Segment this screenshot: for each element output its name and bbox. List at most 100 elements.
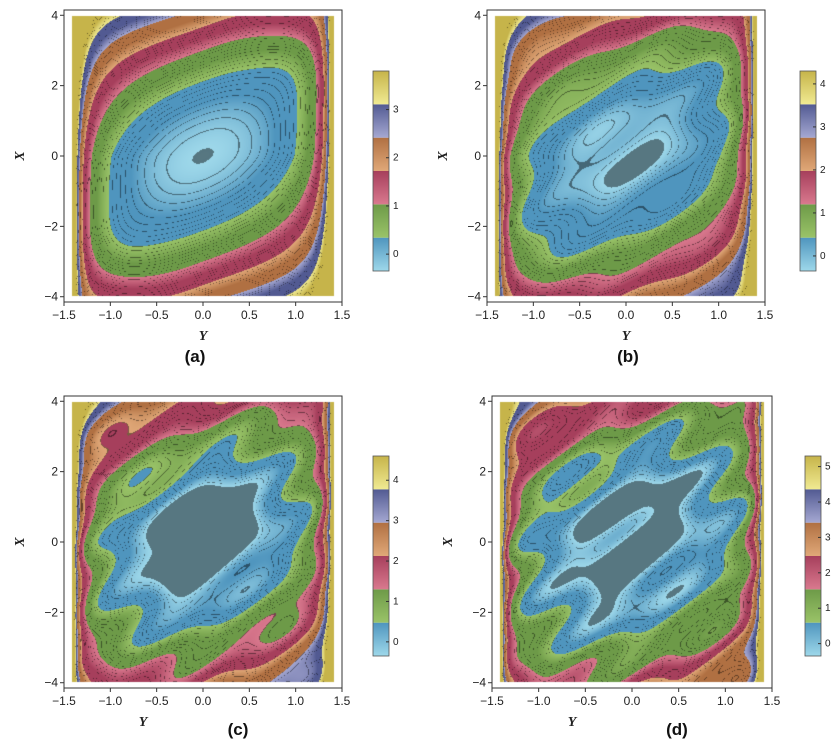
panel-label-d: (d) bbox=[666, 720, 688, 739]
x-tick-label: 1.5 bbox=[764, 694, 781, 708]
colorbar-tick-label: 0 bbox=[393, 249, 399, 260]
panel-label-c: (c) bbox=[228, 720, 249, 739]
x-tick-label: 0.0 bbox=[195, 694, 212, 708]
x-tick-label: −1.5 bbox=[52, 308, 76, 322]
y-tick-label: −2 bbox=[44, 219, 58, 233]
colorbar-frame bbox=[804, 455, 822, 657]
x-tick-label: 0.5 bbox=[664, 308, 681, 322]
colorbar-band bbox=[373, 489, 389, 523]
contour-plot-area bbox=[64, 396, 342, 688]
colorbar-tick-label: 3 bbox=[820, 122, 826, 133]
colorbar-band bbox=[373, 589, 389, 623]
x-tick-label: −0.5 bbox=[145, 308, 169, 322]
colorbar-band bbox=[800, 104, 816, 138]
y-tick-label: 0 bbox=[51, 535, 58, 549]
x-tick-label: 1.5 bbox=[757, 308, 774, 322]
panel-b: (b) −1.5 −1.0 −0.5 0.0 0.5 1.0 1.5 −4 −2 0 2 4 Y X 0 1 2… bbox=[436, 8, 826, 366]
x-tick-label: −1.0 bbox=[521, 308, 545, 322]
y-tick-label: −4 bbox=[44, 290, 58, 304]
y-tick-label: 0 bbox=[474, 149, 481, 163]
colorbar-band bbox=[805, 522, 821, 556]
colorbar-tick-label: 0 bbox=[825, 639, 831, 650]
colorbar-band bbox=[805, 556, 821, 590]
colorbar-frame bbox=[799, 70, 817, 272]
y-tick-label: 4 bbox=[474, 8, 481, 22]
panel-label-a: (a) bbox=[185, 347, 206, 366]
y-tick-label: 2 bbox=[51, 79, 58, 93]
x-tick-label: −1.0 bbox=[527, 694, 551, 708]
x-tick-label: −0.5 bbox=[145, 694, 169, 708]
y-tick-label: −4 bbox=[44, 676, 58, 690]
x-tick-label: −0.5 bbox=[568, 308, 592, 322]
colorbar-band bbox=[373, 204, 389, 238]
colorbar-frame bbox=[372, 455, 390, 657]
colorbar-band bbox=[805, 489, 821, 523]
x-axis-label: Y bbox=[199, 329, 209, 344]
y-tick-label: 4 bbox=[479, 394, 486, 408]
colorbar-tick-label: 4 bbox=[825, 497, 831, 508]
x-tick-label: −1.5 bbox=[475, 308, 499, 322]
x-tick-label: 0.0 bbox=[624, 694, 641, 708]
x-tick-label: −1.0 bbox=[98, 694, 122, 708]
x-tick-label: −1.5 bbox=[52, 694, 76, 708]
colorbar-tick-label: 5 bbox=[825, 462, 831, 473]
colorbar-band bbox=[800, 237, 816, 271]
x-axis-label: Y bbox=[622, 329, 632, 344]
y-tick-label: 4 bbox=[51, 8, 58, 22]
x-tick-label: 1.5 bbox=[334, 308, 351, 322]
colorbar-band bbox=[373, 171, 389, 205]
colorbar-band bbox=[373, 104, 389, 138]
colorbar-tick-label: 2 bbox=[820, 165, 826, 176]
panel-c: (c) −1.5 −1.0 −0.5 0.0 0.5 1.0 1.5 −4 −2 0 2 4 Y X 0 1 2… bbox=[13, 394, 399, 739]
y-axis-label: X bbox=[436, 151, 451, 162]
colorbar-tick-label: 1 bbox=[393, 596, 399, 607]
colorbar-tick-label: 0 bbox=[393, 637, 399, 648]
y-tick-label: −4 bbox=[472, 676, 486, 690]
colorbar-tick-label: 2 bbox=[393, 153, 399, 164]
x-tick-label: 1.5 bbox=[334, 694, 351, 708]
x-tick-label: 0.5 bbox=[241, 308, 258, 322]
colorbar-tick-label: 2 bbox=[393, 556, 399, 567]
colorbar-tick-label: 4 bbox=[393, 475, 399, 486]
x-tick-label: 1.0 bbox=[717, 694, 734, 708]
panel-d: (d) −1.5 −1.0 −0.5 0.0 0.5 1.0 1.5 −4 −2 0 2 4 Y X 0 1 2… bbox=[441, 394, 831, 739]
colorbar-band bbox=[373, 522, 389, 556]
y-tick-label: −4 bbox=[467, 290, 481, 304]
x-tick-label: 1.0 bbox=[710, 308, 727, 322]
colorbar-tick-label: 3 bbox=[393, 105, 399, 116]
y-tick-label: 2 bbox=[479, 465, 486, 479]
x-tick-label: 0.0 bbox=[618, 308, 635, 322]
contour-plot-area bbox=[64, 10, 342, 302]
x-tick-label: 0.5 bbox=[241, 694, 258, 708]
colorbar-band bbox=[805, 589, 821, 623]
colorbar-band bbox=[373, 456, 389, 490]
colorbar-band bbox=[373, 137, 389, 171]
y-tick-label: 2 bbox=[474, 79, 481, 93]
y-tick-label: −2 bbox=[44, 605, 58, 619]
panel-a: (a) −1.5 −1.0 −0.5 0.0 0.5 1.0 1.5 −4 −2 0 2 4 Y X 0 1 2… bbox=[13, 8, 399, 366]
colorbar-tick-label: 3 bbox=[825, 532, 831, 543]
colorbar-frame bbox=[372, 70, 390, 272]
x-tick-label: −1.5 bbox=[480, 694, 504, 708]
colorbar-tick-label: 0 bbox=[820, 251, 826, 262]
colorbar-band bbox=[800, 137, 816, 171]
colorbar-tick-label: 3 bbox=[393, 516, 399, 527]
colorbar-band bbox=[373, 622, 389, 656]
colorbar-tick-label: 1 bbox=[393, 201, 399, 212]
colorbar-tick-label: 1 bbox=[820, 208, 826, 219]
x-axis-label: Y bbox=[568, 715, 578, 730]
contour-plot-area bbox=[492, 396, 772, 688]
x-tick-label: 0.5 bbox=[670, 694, 687, 708]
colorbar-tick-label: 4 bbox=[820, 79, 826, 90]
y-tick-label: 0 bbox=[479, 535, 486, 549]
x-tick-label: 1.0 bbox=[287, 308, 304, 322]
colorbar-band bbox=[800, 204, 816, 238]
y-tick-label: 0 bbox=[51, 149, 58, 163]
x-tick-label: −1.0 bbox=[98, 308, 122, 322]
y-tick-label: 4 bbox=[51, 394, 58, 408]
y-tick-label: −2 bbox=[467, 219, 481, 233]
y-tick-label: −2 bbox=[472, 605, 486, 619]
panel-label-b: (b) bbox=[617, 347, 639, 366]
colorbar-band bbox=[805, 456, 821, 490]
